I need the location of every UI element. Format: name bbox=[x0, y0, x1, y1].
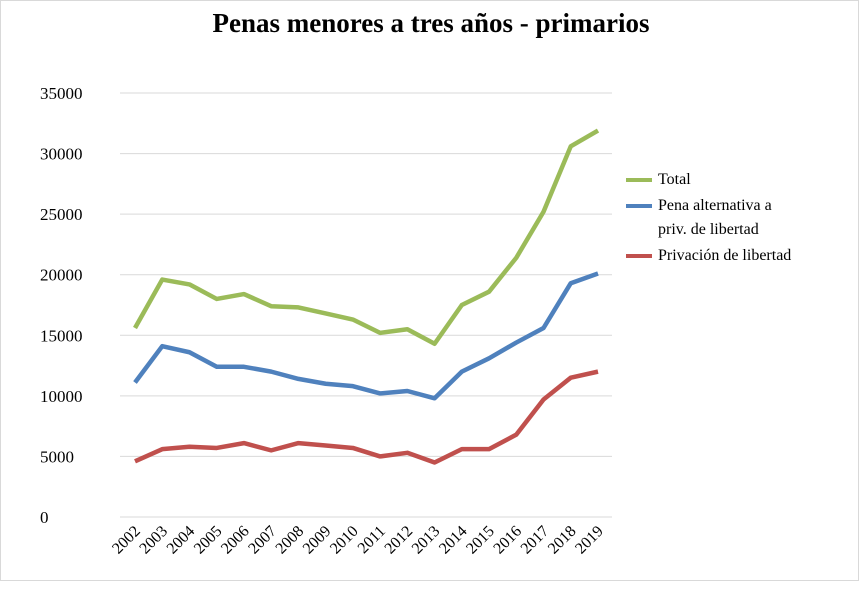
y-tick-label: 20000 bbox=[40, 266, 83, 285]
x-tick-label: 2002 bbox=[109, 523, 144, 558]
x-tick-label: 2014 bbox=[436, 523, 471, 558]
y-tick-label: 30000 bbox=[40, 145, 83, 164]
x-tick-label: 2006 bbox=[218, 523, 253, 558]
x-tick-label: 2012 bbox=[382, 523, 417, 558]
series-line bbox=[133, 128, 600, 347]
legend-item: Privación de libertad bbox=[626, 244, 798, 268]
x-tick-label: 2003 bbox=[136, 523, 171, 558]
x-tick-label: 2004 bbox=[164, 523, 199, 558]
legend-label: Privación de libertad bbox=[658, 247, 792, 264]
x-tick-label: 2018 bbox=[545, 523, 580, 558]
series-line bbox=[134, 369, 599, 465]
legend-label: Total bbox=[658, 171, 691, 188]
series-line bbox=[133, 271, 599, 401]
x-tick-label: 2017 bbox=[518, 523, 553, 558]
x-tick-label: 2015 bbox=[463, 523, 498, 558]
x-tick-label: 2010 bbox=[327, 523, 362, 558]
y-tick-label: 10000 bbox=[40, 387, 83, 406]
y-tick-label: 0 bbox=[40, 508, 49, 527]
legend-swatch bbox=[626, 178, 652, 182]
legend-label: Pena alternativa a priv. de libertad bbox=[658, 197, 772, 238]
x-tick-label: 2019 bbox=[572, 523, 607, 558]
legend-item: Pena alternativa a priv. de libertad bbox=[626, 194, 798, 242]
legend: Total Pena alternativa a priv. de liberta… bbox=[626, 168, 798, 268]
x-tick-label: 2009 bbox=[300, 523, 335, 558]
y-tick-label: 15000 bbox=[40, 326, 83, 345]
legend-item: Total bbox=[626, 168, 798, 192]
legend-swatch bbox=[626, 254, 652, 258]
x-tick-label: 2008 bbox=[273, 523, 308, 558]
x-tick-label: 2011 bbox=[355, 523, 389, 557]
y-tick-label: 35000 bbox=[40, 84, 83, 103]
x-tick-label: 2016 bbox=[490, 523, 525, 558]
y-tick-label: 25000 bbox=[40, 205, 83, 224]
x-tick-label: 2005 bbox=[191, 523, 226, 558]
y-tick-label: 5000 bbox=[40, 447, 74, 466]
chart-title: Penas menores a tres años - primarios bbox=[213, 8, 650, 38]
x-tick-label: 2013 bbox=[409, 523, 444, 558]
x-tick-label: 2007 bbox=[245, 523, 280, 558]
legend-swatch bbox=[626, 204, 652, 208]
